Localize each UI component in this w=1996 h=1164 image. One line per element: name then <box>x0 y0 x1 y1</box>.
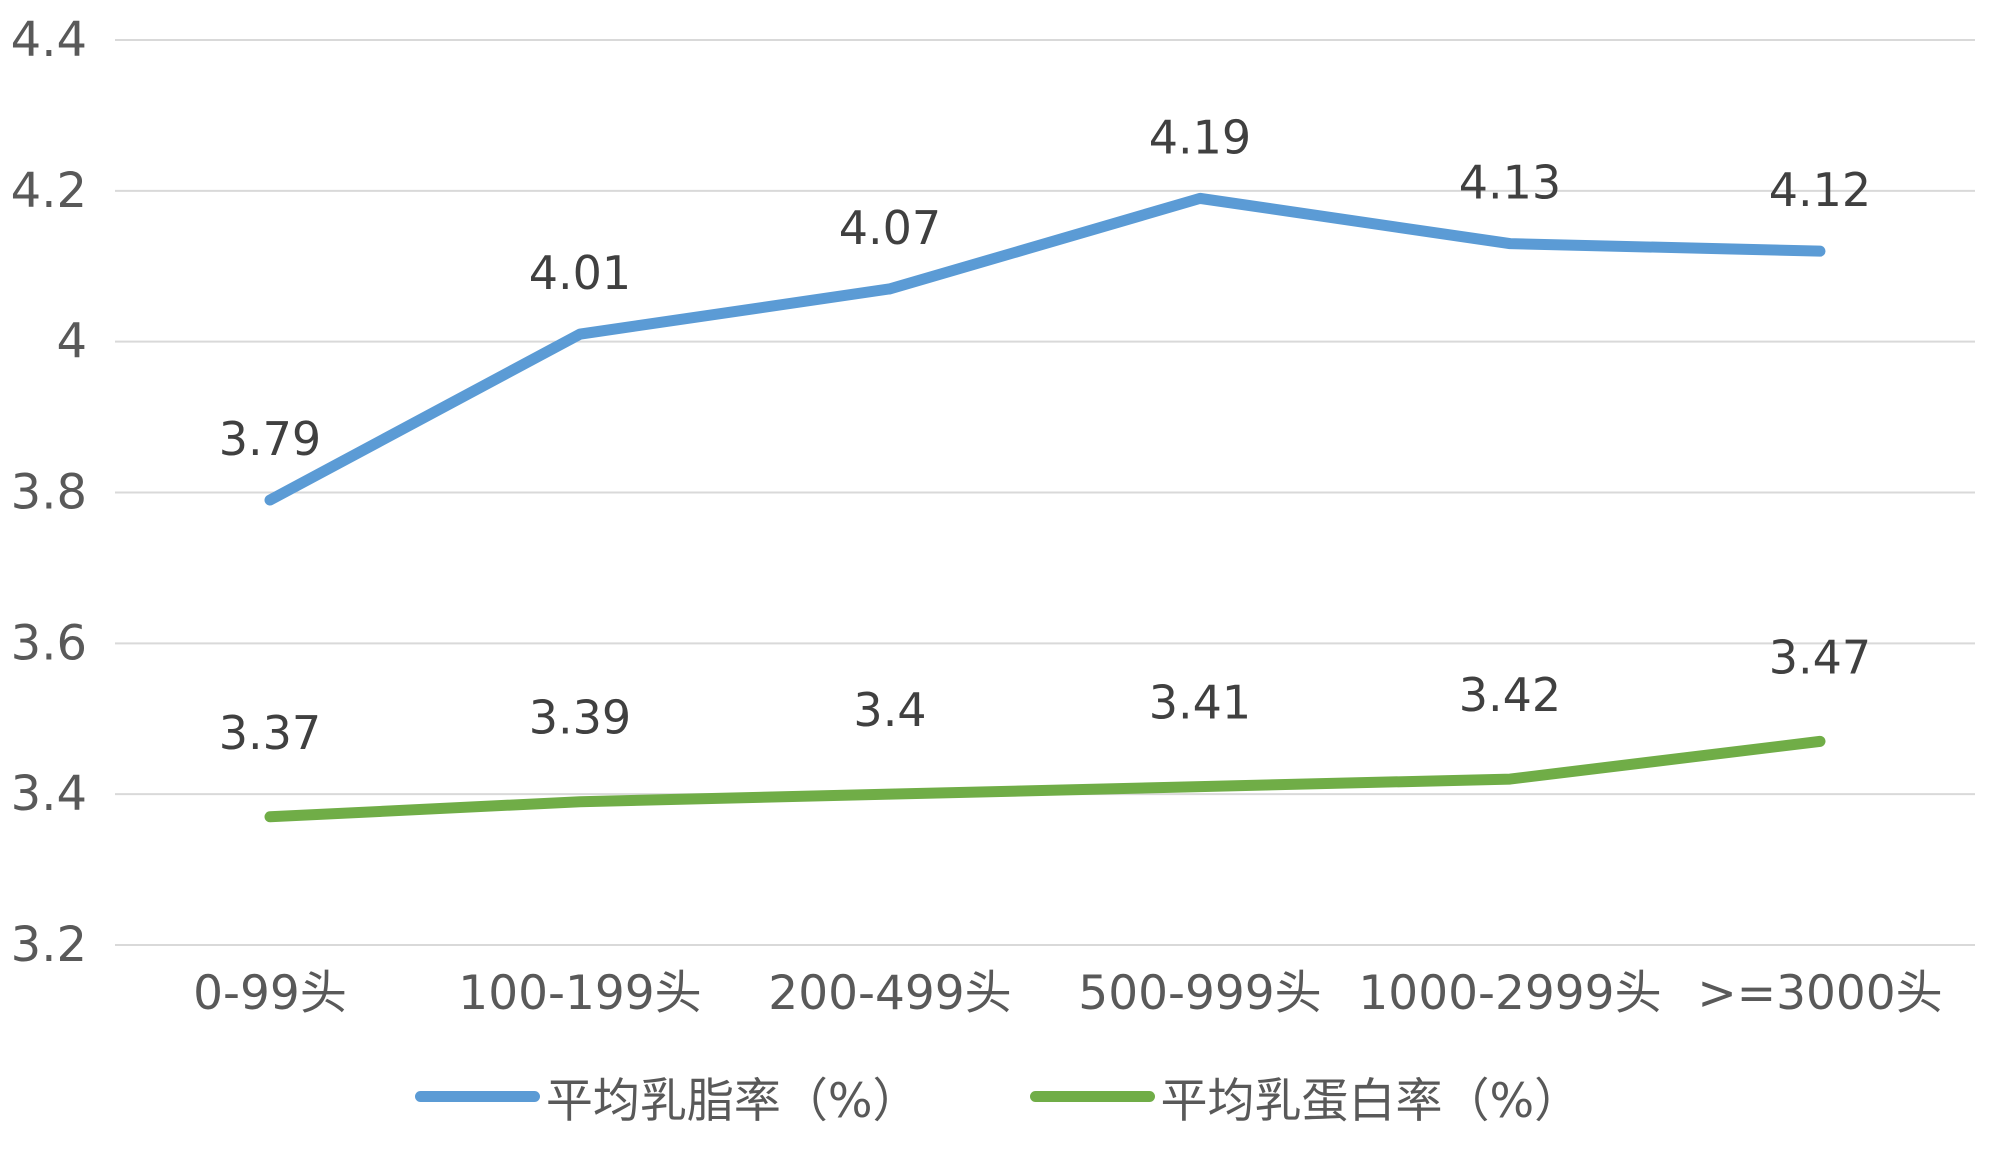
legend-line-swatch-milk-protein <box>1029 1091 1155 1102</box>
y-tick-label: 3.8 <box>11 465 87 521</box>
series-line-milk-fat <box>264 192 1826 506</box>
y-tick-label: 3.4 <box>11 766 87 822</box>
legend-item-milk-fat: 平均乳脂率（%） <box>414 1062 920 1131</box>
x-tick-label: 100-199头 <box>458 966 701 1021</box>
line-chart: 4.4 4.2 4 3.8 3.6 3.4 3.2 0-99头 100-199头 200-499头… <box>11 12 1975 1021</box>
data-label-milk-fat: 3.79 <box>219 412 321 466</box>
y-tick-label: 3.6 <box>11 615 87 671</box>
x-tick-label: 200-499头 <box>768 966 1011 1021</box>
data-label-milk-protein: 3.37 <box>219 706 321 760</box>
legend-line-swatch-milk-fat <box>414 1091 540 1102</box>
x-tick-label: 0-99头 <box>193 966 347 1021</box>
series-line-milk-protein <box>264 735 1826 823</box>
data-label-milk-protein: 3.39 <box>529 691 631 745</box>
data-label-milk-fat: 4.13 <box>1459 156 1561 210</box>
y-tick-label: 4.4 <box>11 12 87 68</box>
x-tick-label: >=3000头 <box>1697 966 1942 1021</box>
chart-legend: 平均乳脂率（%） 平均乳蛋白率（%） <box>0 1062 1996 1131</box>
y-tick-label: 4.2 <box>11 163 87 219</box>
y-tick-label: 3.2 <box>11 917 87 973</box>
legend-label-milk-fat: 平均乳脂率（%） <box>545 1074 920 1129</box>
data-label-milk-fat: 4.01 <box>529 246 631 300</box>
legend-item-milk-protein: 平均乳蛋白率（%） <box>1029 1062 1582 1131</box>
y-tick-label: 4 <box>56 314 87 370</box>
data-label-milk-protein: 3.47 <box>1769 630 1871 684</box>
data-label-milk-protein: 3.41 <box>1149 676 1251 730</box>
data-label-milk-fat: 4.07 <box>839 201 941 255</box>
x-tick-label: 500-999头 <box>1078 966 1321 1021</box>
data-label-milk-protein: 3.42 <box>1459 668 1561 722</box>
legend-label-milk-protein: 平均乳蛋白率（%） <box>1160 1074 1582 1129</box>
data-label-milk-protein: 3.4 <box>853 683 926 737</box>
data-label-milk-fat: 4.19 <box>1149 110 1251 164</box>
x-tick-label: 1000-2999头 <box>1358 966 1661 1021</box>
data-label-milk-fat: 4.12 <box>1769 163 1871 217</box>
